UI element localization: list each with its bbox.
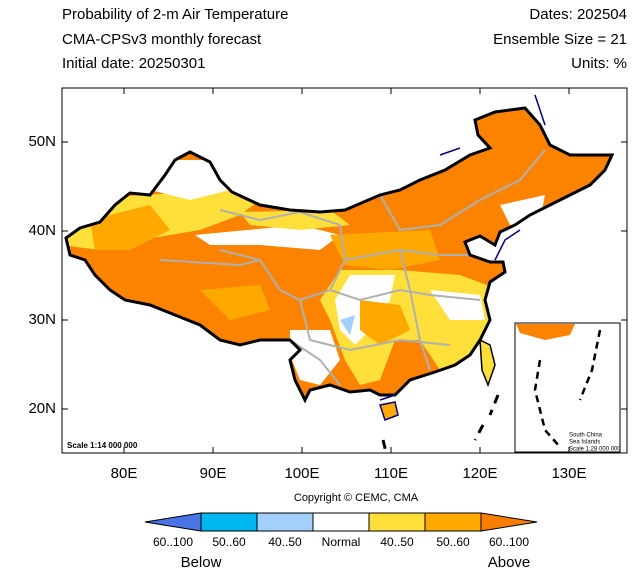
legend-swatch — [480, 512, 538, 532]
hainan — [379, 401, 399, 421]
legend-swatch — [312, 512, 370, 532]
legend-label: Normal — [322, 535, 361, 549]
legend-above: Above — [488, 554, 531, 571]
legend-label: 60..100 — [153, 535, 193, 549]
inset-text: Sea Islands — [569, 440, 600, 446]
inset-text: South China — [569, 433, 603, 439]
subtitle: CMA-CPSv3 monthly forecast — [62, 31, 262, 48]
copyright: Copyright © CEMC, CMA — [294, 492, 419, 504]
inset-land — [516, 324, 575, 340]
nine-dash-line — [381, 394, 500, 453]
legend-swatch — [368, 512, 426, 532]
legend-label: 40..50 — [380, 535, 414, 549]
map-frame — [61, 87, 628, 454]
legend-swatch — [144, 512, 202, 532]
province-borders — [159, 149, 546, 386]
legend-swatch — [424, 512, 482, 532]
y-tick-label: 20N — [28, 400, 56, 417]
x-tick-label: 120E — [462, 465, 497, 482]
scale: Scale 1:14 000 000 — [67, 441, 138, 450]
taiwan — [479, 338, 496, 388]
x-tick-label: 90E — [200, 465, 227, 482]
inset-frame — [514, 322, 621, 453]
y-tick-label: 40N — [28, 222, 56, 239]
x-tick-label: 100E — [284, 465, 319, 482]
y-tick-label: 30N — [28, 311, 56, 328]
inset-text: Scale 1:28 000 000 — [569, 447, 621, 453]
initial-date: Initial date: 20250301 — [62, 55, 205, 72]
x-tick-label: 80E — [111, 465, 138, 482]
dates: Dates: 202504 — [529, 6, 627, 23]
legend-swatch — [200, 512, 258, 532]
legend-label: 50..60 — [436, 535, 470, 549]
x-tick-label: 110E — [374, 465, 408, 482]
legend-label: 60..100 — [489, 535, 529, 549]
legend: 60..100 50..60 40..50 Normal 40..50 50..60 60.… — [144, 512, 538, 571]
legend-label: 50..60 — [212, 535, 246, 549]
legend-swatch — [256, 512, 314, 532]
y-tick-label: 50N — [28, 133, 56, 150]
axis-ticks: 80E 90E 100E 110E 120E 130E 50N 40N 30N 20N — [28, 88, 627, 482]
coastline — [379, 94, 546, 401]
title: Probability of 2-m Air Temperature — [62, 6, 289, 23]
units: Units: % — [571, 55, 627, 72]
ensemble: Ensemble Size = 21 — [493, 31, 627, 48]
x-tick-label: 130E — [551, 465, 586, 482]
legend-label: 40..50 — [268, 535, 302, 549]
legend-below: Below — [181, 554, 222, 571]
inset-dash — [533, 329, 602, 448]
inset: South China Sea Islands Scale 1:28 000 0… — [514, 322, 621, 453]
